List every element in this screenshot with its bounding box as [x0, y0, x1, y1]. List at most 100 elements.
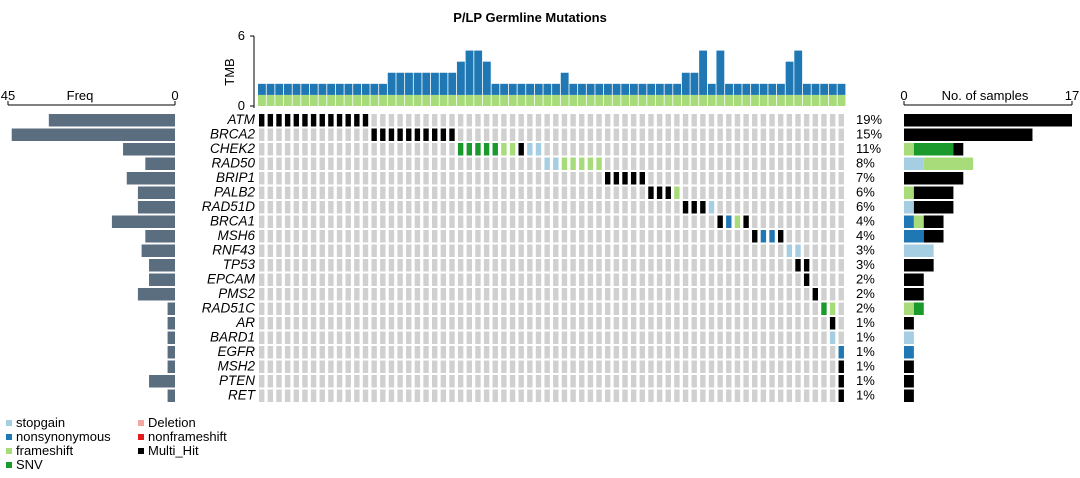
- empty-cell: [682, 317, 689, 330]
- empty-cell: [587, 259, 594, 272]
- chart-title: P/LP Germline Mutations: [453, 10, 607, 25]
- tmb-bar-segment: [266, 83, 275, 95]
- empty-cell: [778, 389, 784, 402]
- empty-cell: [778, 273, 784, 286]
- empty-cell: [622, 186, 628, 199]
- empty-cell: [605, 128, 611, 141]
- empty-cell: [293, 259, 299, 272]
- grid-row: [259, 288, 844, 301]
- empty-cell: [380, 114, 386, 127]
- tmb-bar-segment: [699, 94, 707, 106]
- gene-label: TP53: [223, 257, 256, 272]
- tmb-bar-segment: [292, 83, 301, 95]
- empty-cell: [509, 288, 516, 301]
- empty-cell: [760, 273, 767, 286]
- empty-cell: [466, 346, 472, 359]
- empty-cell: [605, 157, 611, 170]
- empty-cell: [336, 128, 343, 141]
- empty-cell: [544, 331, 550, 344]
- empty-cell: [483, 244, 490, 257]
- empty-cell: [406, 114, 412, 127]
- empty-cell: [700, 172, 706, 185]
- empty-cell: [380, 273, 386, 286]
- empty-cell: [553, 128, 559, 141]
- empty-cell: [726, 128, 732, 141]
- empty-cell: [293, 128, 299, 141]
- empty-cell: [674, 172, 680, 185]
- empty-cell: [414, 114, 421, 127]
- mutation-cell: [630, 172, 637, 185]
- tmb-bar-segment: [396, 94, 405, 106]
- mutation-cell: [769, 230, 775, 243]
- empty-cell: [457, 157, 464, 170]
- empty-cell: [475, 389, 481, 402]
- empty-cell: [639, 157, 645, 170]
- legend-item-stopgain: stopgain: [6, 416, 111, 430]
- empty-cell: [639, 288, 645, 301]
- empty-cell: [838, 143, 844, 156]
- empty-cell: [752, 302, 758, 315]
- empty-cell: [423, 273, 429, 286]
- samples-bar-segment: [904, 302, 914, 315]
- empty-cell: [553, 389, 559, 402]
- empty-cell: [336, 346, 343, 359]
- empty-cell: [639, 259, 645, 272]
- empty-cell: [821, 215, 827, 228]
- tmb-bar-segment: [283, 83, 292, 95]
- empty-cell: [432, 331, 438, 344]
- samples-bar-segment: [904, 157, 924, 170]
- empty-cell: [743, 273, 749, 286]
- empty-cell: [362, 360, 369, 373]
- empty-cell: [449, 172, 455, 185]
- empty-cell: [682, 273, 689, 286]
- empty-cell: [752, 317, 758, 330]
- empty-cell: [613, 186, 620, 199]
- empty-cell: [613, 346, 620, 359]
- empty-cell: [553, 317, 559, 330]
- empty-cell: [336, 375, 343, 388]
- empty-cell: [656, 143, 663, 156]
- empty-cell: [509, 172, 516, 185]
- empty-cell: [553, 259, 559, 272]
- empty-cell: [259, 302, 265, 315]
- empty-cell: [475, 317, 481, 330]
- empty-cell: [544, 128, 550, 141]
- empty-cell: [605, 273, 611, 286]
- empty-cell: [336, 259, 343, 272]
- empty-cell: [656, 259, 663, 272]
- mutation-cell: [639, 172, 645, 185]
- empty-cell: [371, 360, 377, 373]
- empty-cell: [708, 259, 715, 272]
- grid-row: [259, 259, 844, 272]
- percentage-label: 8%: [856, 156, 875, 171]
- empty-cell: [795, 143, 801, 156]
- empty-cell: [449, 389, 455, 402]
- empty-cell: [354, 273, 360, 286]
- empty-cell: [527, 215, 533, 228]
- empty-cell: [483, 302, 490, 315]
- mutation-cell: [492, 143, 498, 156]
- empty-cell: [354, 244, 360, 257]
- empty-cell: [700, 143, 706, 156]
- empty-cell: [630, 346, 637, 359]
- empty-cell: [440, 201, 447, 214]
- empty-cell: [276, 288, 282, 301]
- mutation-cell: [380, 128, 386, 141]
- empty-cell: [345, 230, 351, 243]
- empty-cell: [553, 288, 559, 301]
- empty-cell: [639, 331, 645, 344]
- empty-cell: [561, 273, 568, 286]
- empty-cell: [639, 230, 645, 243]
- samples-bar-segment: [904, 288, 924, 301]
- empty-cell: [596, 128, 602, 141]
- samples-bar-segment: [913, 302, 924, 315]
- empty-cell: [518, 389, 524, 402]
- empty-cell: [527, 157, 533, 170]
- empty-cell: [760, 244, 767, 257]
- empty-cell: [501, 186, 507, 199]
- empty-cell: [561, 317, 568, 330]
- empty-cell: [803, 317, 810, 330]
- legend-swatch: [138, 420, 144, 426]
- tmb-bar-segment: [482, 61, 491, 95]
- empty-cell: [293, 273, 299, 286]
